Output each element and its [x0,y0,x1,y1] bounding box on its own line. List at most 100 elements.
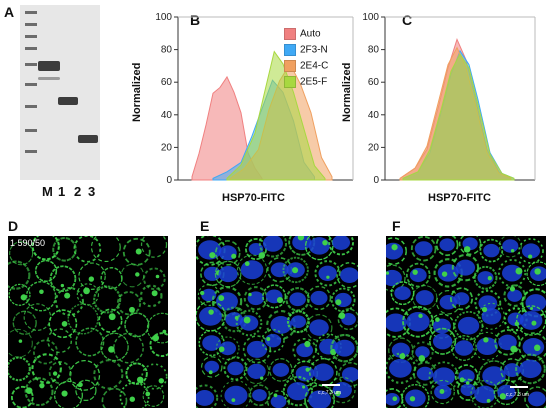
cell-membrane [330,333,358,363]
vesicle [209,252,216,259]
vesicle [465,381,470,385]
cell-membrane [100,332,129,362]
nucleus [386,242,404,260]
cell-membrane [516,305,546,336]
cell-membrane [142,385,165,407]
cell-membrane [8,283,31,306]
vesicle [297,236,305,241]
cell-membrane [119,381,150,408]
nucleus [272,363,290,377]
cell-membrane [304,236,334,261]
cell-membrane [48,361,72,385]
nucleus [525,294,546,312]
scale-bar-f-label: c,c,7.3 um [506,392,530,398]
lane-label-2: 2 [74,184,82,199]
vesicle [64,292,71,299]
nucleus [519,311,543,330]
nucleus [310,290,328,306]
vesicle [335,299,342,306]
cell-membrane [435,236,459,257]
cell-membrane [261,328,285,353]
vesicle [88,276,95,282]
vesicle [136,376,144,384]
vesicle [145,391,151,397]
cell-membrane [125,362,148,385]
cell-membrane [8,356,31,382]
nucleus [453,292,470,306]
panel-label-a: A [4,4,15,20]
vesicle [292,267,299,274]
vesicle [335,390,341,397]
nucleus [262,236,283,252]
vesicle [152,334,160,342]
vesicle [135,248,142,255]
vesicle [155,274,160,279]
micrograph-e-image [196,236,358,408]
cell-membrane [24,377,54,407]
cell-membrane [306,285,332,311]
vesicle [412,269,418,275]
vesicle [231,253,237,259]
nucleus [432,333,453,350]
vesicle [322,239,328,246]
vesicle [483,337,489,343]
scale-bar-e-label: c,c,7.3 um [318,390,342,396]
panel-label-d: D [8,218,19,234]
nucleus [219,341,237,356]
cell-membrane [458,236,482,255]
panel-label-e: E [200,218,210,234]
cell-membrane [214,240,241,266]
vesicle [234,315,239,320]
cell-membrane [262,284,287,309]
cell-membrane [76,283,99,306]
lane-label-1: 1 [58,184,66,199]
cell-membrane [411,341,434,364]
vesicle [60,283,65,288]
vesicle [20,294,27,301]
micrograph-e: c,c,7.3 um [196,236,358,408]
nucleus [287,382,309,401]
vesicle [418,355,426,362]
cell-membrane [93,285,122,314]
cell-membrane [122,237,151,266]
nucleus [414,241,433,257]
nucleus [409,268,427,283]
vesicle [129,396,136,402]
nucleus [391,342,411,358]
scale-bar-f [510,386,528,388]
vesicle [499,393,507,400]
vesicle [304,340,311,348]
nucleus [454,340,474,356]
vesicle [326,275,330,279]
vesicle [231,398,236,403]
cell-membrane [33,339,58,365]
cell-membrane [305,314,333,342]
cell-membrane [52,237,77,262]
cell-membrane [93,359,124,390]
y-tick-label: 0 [373,175,379,186]
vesicle [162,329,167,334]
vesicle [487,276,492,281]
cell-membrane [503,284,526,307]
chart-b-ylabel: Normalized [131,62,143,122]
nucleus [252,389,267,402]
cell-membrane [67,303,99,335]
cell-membrane [75,379,97,402]
vesicle [531,320,537,326]
cell-membrane [269,358,293,382]
legend-label: 2E4-C [300,60,329,72]
nucleus [406,312,430,332]
cell-membrane [451,253,480,282]
cell-membrane [101,387,128,408]
nucleus [432,367,455,386]
cell-membrane [282,376,314,407]
cell-membrane [8,328,33,358]
vesicle [39,383,45,389]
cell-membrane [31,353,62,384]
nucleus [240,260,264,280]
lane-label-3: 3 [88,184,96,199]
nucleus [332,236,351,250]
legend-swatch [284,60,296,72]
nucleus [198,240,222,260]
legend-label: 2E5-F [300,76,328,88]
